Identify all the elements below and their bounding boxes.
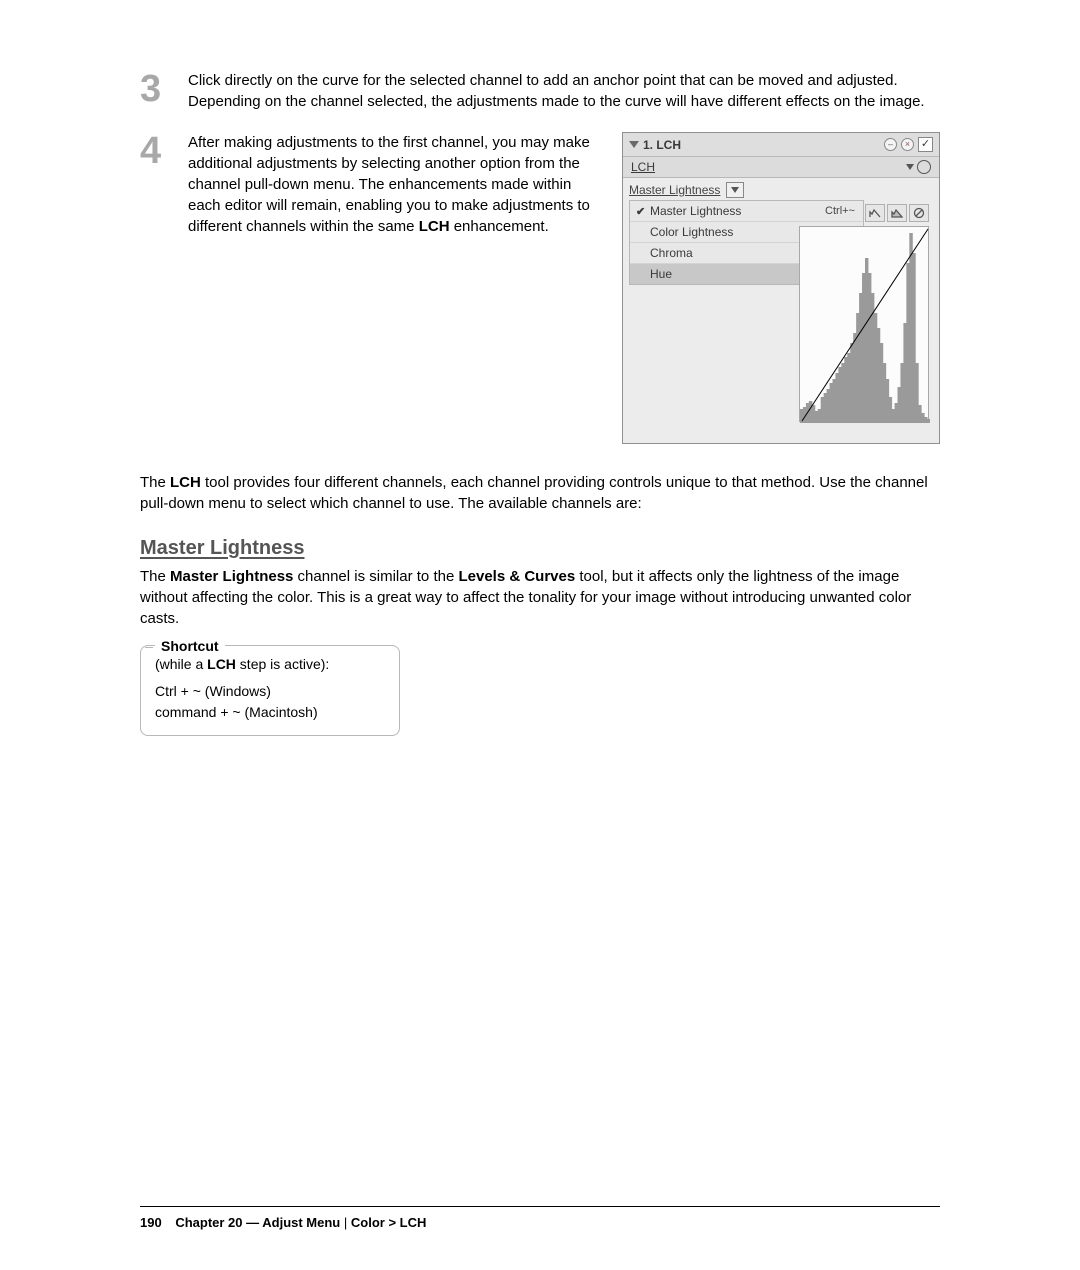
lch-panel: 1. LCH – × ✓ LCH Master Lightness: [622, 132, 940, 444]
paragraph-master-lightness: The Master Lightness channel is similar …: [140, 566, 940, 630]
step-number-4: 4: [140, 132, 170, 170]
channel-select: Master Lightness: [629, 182, 933, 198]
sc-1b: LCH: [207, 656, 236, 672]
sc-1a: (while a: [155, 656, 207, 672]
channel-select-label: Master Lightness: [629, 183, 720, 197]
step-text-3: Click directly on the curve for the sele…: [188, 70, 940, 112]
histogram-icon-2[interactable]: [887, 204, 907, 222]
histogram-svg: [800, 227, 930, 423]
step-text-4: After making adjustments to the first ch…: [188, 132, 594, 237]
shortcut-line-3: command + ~ (Macintosh): [155, 702, 385, 723]
collapse-icon[interactable]: [629, 141, 639, 148]
p1-b: LCH: [170, 474, 201, 491]
shortcut-line-2: Ctrl + ~ (Windows): [155, 681, 385, 702]
step-3: 3 Click directly on the curve for the se…: [140, 70, 940, 112]
minimize-icon[interactable]: –: [884, 138, 897, 151]
check-icon: ✔: [636, 205, 650, 218]
p1-a: The: [140, 474, 170, 491]
close-icon[interactable]: ×: [901, 138, 914, 151]
shortcut-box: Shortcut (while a LCH step is active): C…: [140, 645, 400, 736]
menu-shortcut-0: Ctrl+~: [825, 205, 855, 217]
panel-title-bar: 1. LCH – × ✓: [623, 133, 939, 157]
footer-page-number: 190: [140, 1215, 162, 1230]
histogram-icon-1[interactable]: [865, 204, 885, 222]
step-number-3: 3: [140, 70, 170, 108]
menu-label-0: Master Lightness: [650, 204, 825, 218]
step-4-row: 4 After making adjustments to the first …: [140, 132, 940, 444]
p2-c: channel is similar to the: [293, 568, 458, 585]
p2-a: The: [140, 568, 170, 585]
section-heading-master-lightness: Master Lightness: [140, 537, 940, 560]
sc-1c: step is active):: [236, 656, 329, 672]
curve-graph[interactable]: [799, 226, 929, 422]
panel-sub-bar: LCH: [623, 157, 939, 178]
channel-dropdown-button[interactable]: [726, 182, 744, 198]
reset-icon[interactable]: [917, 160, 931, 174]
step-4-bold: LCH: [419, 218, 450, 235]
page-footer: 190 Chapter 20 — Adjust Menu | Color > L…: [140, 1206, 940, 1230]
chevron-down-icon: [731, 187, 739, 193]
panel-tool-icons: [865, 204, 929, 222]
step-4-after: enhancement.: [450, 218, 549, 235]
menu-item-master-lightness[interactable]: ✔ Master Lightness Ctrl+~: [630, 201, 863, 222]
shortcut-legend: Shortcut: [155, 636, 225, 657]
apply-icon[interactable]: ✓: [918, 137, 933, 152]
panel-body: Master Lightness: [623, 178, 939, 443]
p2-b: Master Lightness: [170, 568, 293, 585]
sub-dropdown-icon[interactable]: [906, 164, 914, 170]
p2-d: Levels & Curves: [458, 568, 575, 585]
footer-breadcrumb: Color > LCH: [351, 1215, 426, 1230]
panel-title-text: 1. LCH: [643, 138, 681, 152]
footer-chapter: Chapter 20 — Adjust Menu: [175, 1215, 340, 1230]
paragraph-lch-tool: The LCH tool provides four different cha…: [140, 472, 940, 515]
p1-c: tool provides four different channels, e…: [140, 474, 928, 512]
shortcut-line-1: (while a LCH step is active):: [155, 654, 385, 675]
reset-curve-icon[interactable]: [909, 204, 929, 222]
sub-label: LCH: [631, 160, 655, 174]
